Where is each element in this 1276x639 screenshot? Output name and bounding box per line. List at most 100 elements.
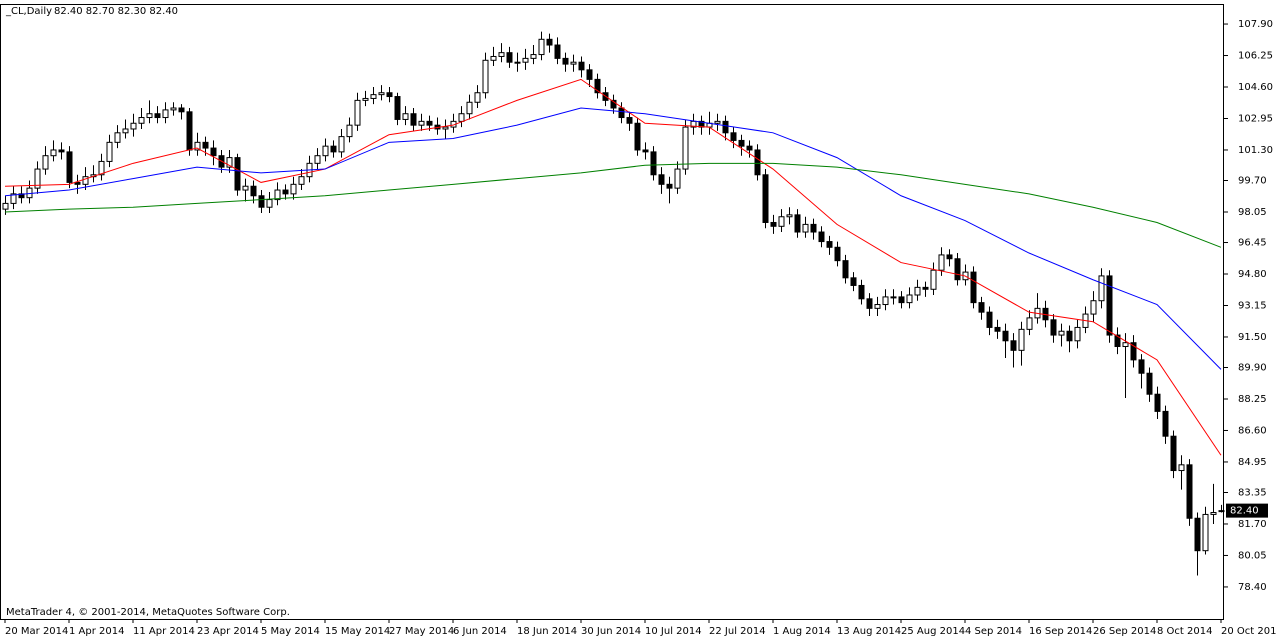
candle-body xyxy=(994,326,1001,332)
candle-body xyxy=(242,185,249,191)
candle-body xyxy=(1178,464,1185,472)
candle-body xyxy=(26,187,33,199)
candle-body xyxy=(106,141,113,162)
y-tick-label: 93.15 xyxy=(1238,300,1267,311)
candle-body xyxy=(66,151,73,183)
candle-body xyxy=(130,122,137,130)
candle-body xyxy=(50,149,57,157)
candle-body xyxy=(546,38,553,46)
y-tick-label: 84.95 xyxy=(1238,457,1267,468)
candle-body xyxy=(162,109,169,119)
x-tick-label: 27 May 2014 xyxy=(389,626,454,637)
candle-body xyxy=(146,113,153,119)
y-tick-label: 80.05 xyxy=(1238,550,1267,561)
candle-body xyxy=(770,221,777,227)
candle-body xyxy=(250,185,257,197)
candle-body xyxy=(594,78,601,94)
candle-body xyxy=(1098,275,1105,302)
candle-body xyxy=(1106,275,1113,336)
candle-body xyxy=(290,183,297,195)
candle-body xyxy=(514,61,521,64)
candle-body xyxy=(458,113,465,122)
x-tick-label: 5 May 2014 xyxy=(261,626,320,637)
candle-body xyxy=(98,160,105,176)
candle-body xyxy=(946,254,953,260)
candle-body xyxy=(410,113,417,126)
candle-body xyxy=(1218,510,1225,513)
candle-body xyxy=(266,199,273,208)
candle-body xyxy=(1074,326,1081,342)
candle-body xyxy=(498,52,505,57)
x-tick-label: 15 May 2014 xyxy=(325,626,390,637)
candle-body xyxy=(330,145,337,153)
x-tick-label: 18 Jun 2014 xyxy=(517,626,577,637)
candle-body xyxy=(402,113,409,120)
y-tick-label: 94.80 xyxy=(1238,269,1267,280)
last-price-label: 82.40 xyxy=(1230,506,1259,517)
candle-body xyxy=(362,97,369,101)
candle-body xyxy=(1138,359,1145,374)
y-tick-label: 83.35 xyxy=(1238,487,1267,498)
candle-body xyxy=(378,92,385,96)
candle-body xyxy=(890,296,897,299)
candle-body xyxy=(234,157,241,191)
candle-body xyxy=(562,57,569,65)
candle-body xyxy=(1146,372,1153,395)
candle-body xyxy=(1114,334,1121,348)
candle-body xyxy=(10,193,17,204)
candle-body xyxy=(386,92,393,98)
candle-body xyxy=(1186,464,1193,519)
x-tick-label: 8 Oct 2014 xyxy=(1157,626,1212,637)
candle-body xyxy=(74,181,81,185)
y-tick-label: 98.05 xyxy=(1238,207,1267,218)
candle-body xyxy=(122,128,129,134)
candle-body xyxy=(762,174,769,223)
candle-body xyxy=(682,126,689,170)
candle-body xyxy=(874,304,881,309)
candle-body xyxy=(826,241,833,248)
candle-body xyxy=(986,311,993,328)
candle-body xyxy=(178,107,185,113)
quote: 82.40 82.70 82.30 82.40 xyxy=(54,6,178,17)
candle-body xyxy=(714,120,721,124)
x-tick-label: 16 Sep 2014 xyxy=(1029,626,1092,637)
candle-body xyxy=(58,149,65,153)
y-tick-label: 89.90 xyxy=(1238,363,1267,374)
candle-body xyxy=(778,216,785,227)
candle-body xyxy=(1050,319,1057,336)
candle-body xyxy=(42,155,49,170)
candle-body xyxy=(1162,410,1169,437)
candle-body xyxy=(922,286,929,290)
candle-body xyxy=(474,92,481,103)
candle-body xyxy=(314,155,321,164)
candle-body xyxy=(346,124,353,138)
y-tick-label: 99.70 xyxy=(1238,176,1267,187)
x-tick-label: 25 Aug 2014 xyxy=(901,626,965,637)
last-price-box xyxy=(1226,503,1268,518)
moving-average xyxy=(4,78,1222,456)
x-tick-label: 30 Jun 2014 xyxy=(581,626,641,637)
candle-body xyxy=(186,111,193,151)
candle-body xyxy=(1122,342,1129,348)
candle-body xyxy=(418,120,425,126)
candle-body xyxy=(82,176,89,185)
x-tick-label: 1 Aug 2014 xyxy=(773,626,831,637)
candle-body xyxy=(850,277,857,286)
candle-body xyxy=(1194,517,1201,552)
candle-body xyxy=(1018,328,1025,351)
candle-body xyxy=(354,99,361,126)
y-tick-label: 91.50 xyxy=(1238,332,1267,343)
candle-body xyxy=(322,145,329,157)
candle-body xyxy=(154,113,161,119)
candle-body xyxy=(970,271,977,304)
candle-body xyxy=(1066,330,1073,342)
moving-average xyxy=(4,162,1222,248)
candle-body xyxy=(586,69,593,80)
x-tick-label: 23 Apr 2014 xyxy=(197,626,259,637)
candle-body xyxy=(882,296,889,306)
candle-body xyxy=(810,223,817,233)
candle-body xyxy=(786,214,793,218)
candle-body xyxy=(930,269,937,290)
